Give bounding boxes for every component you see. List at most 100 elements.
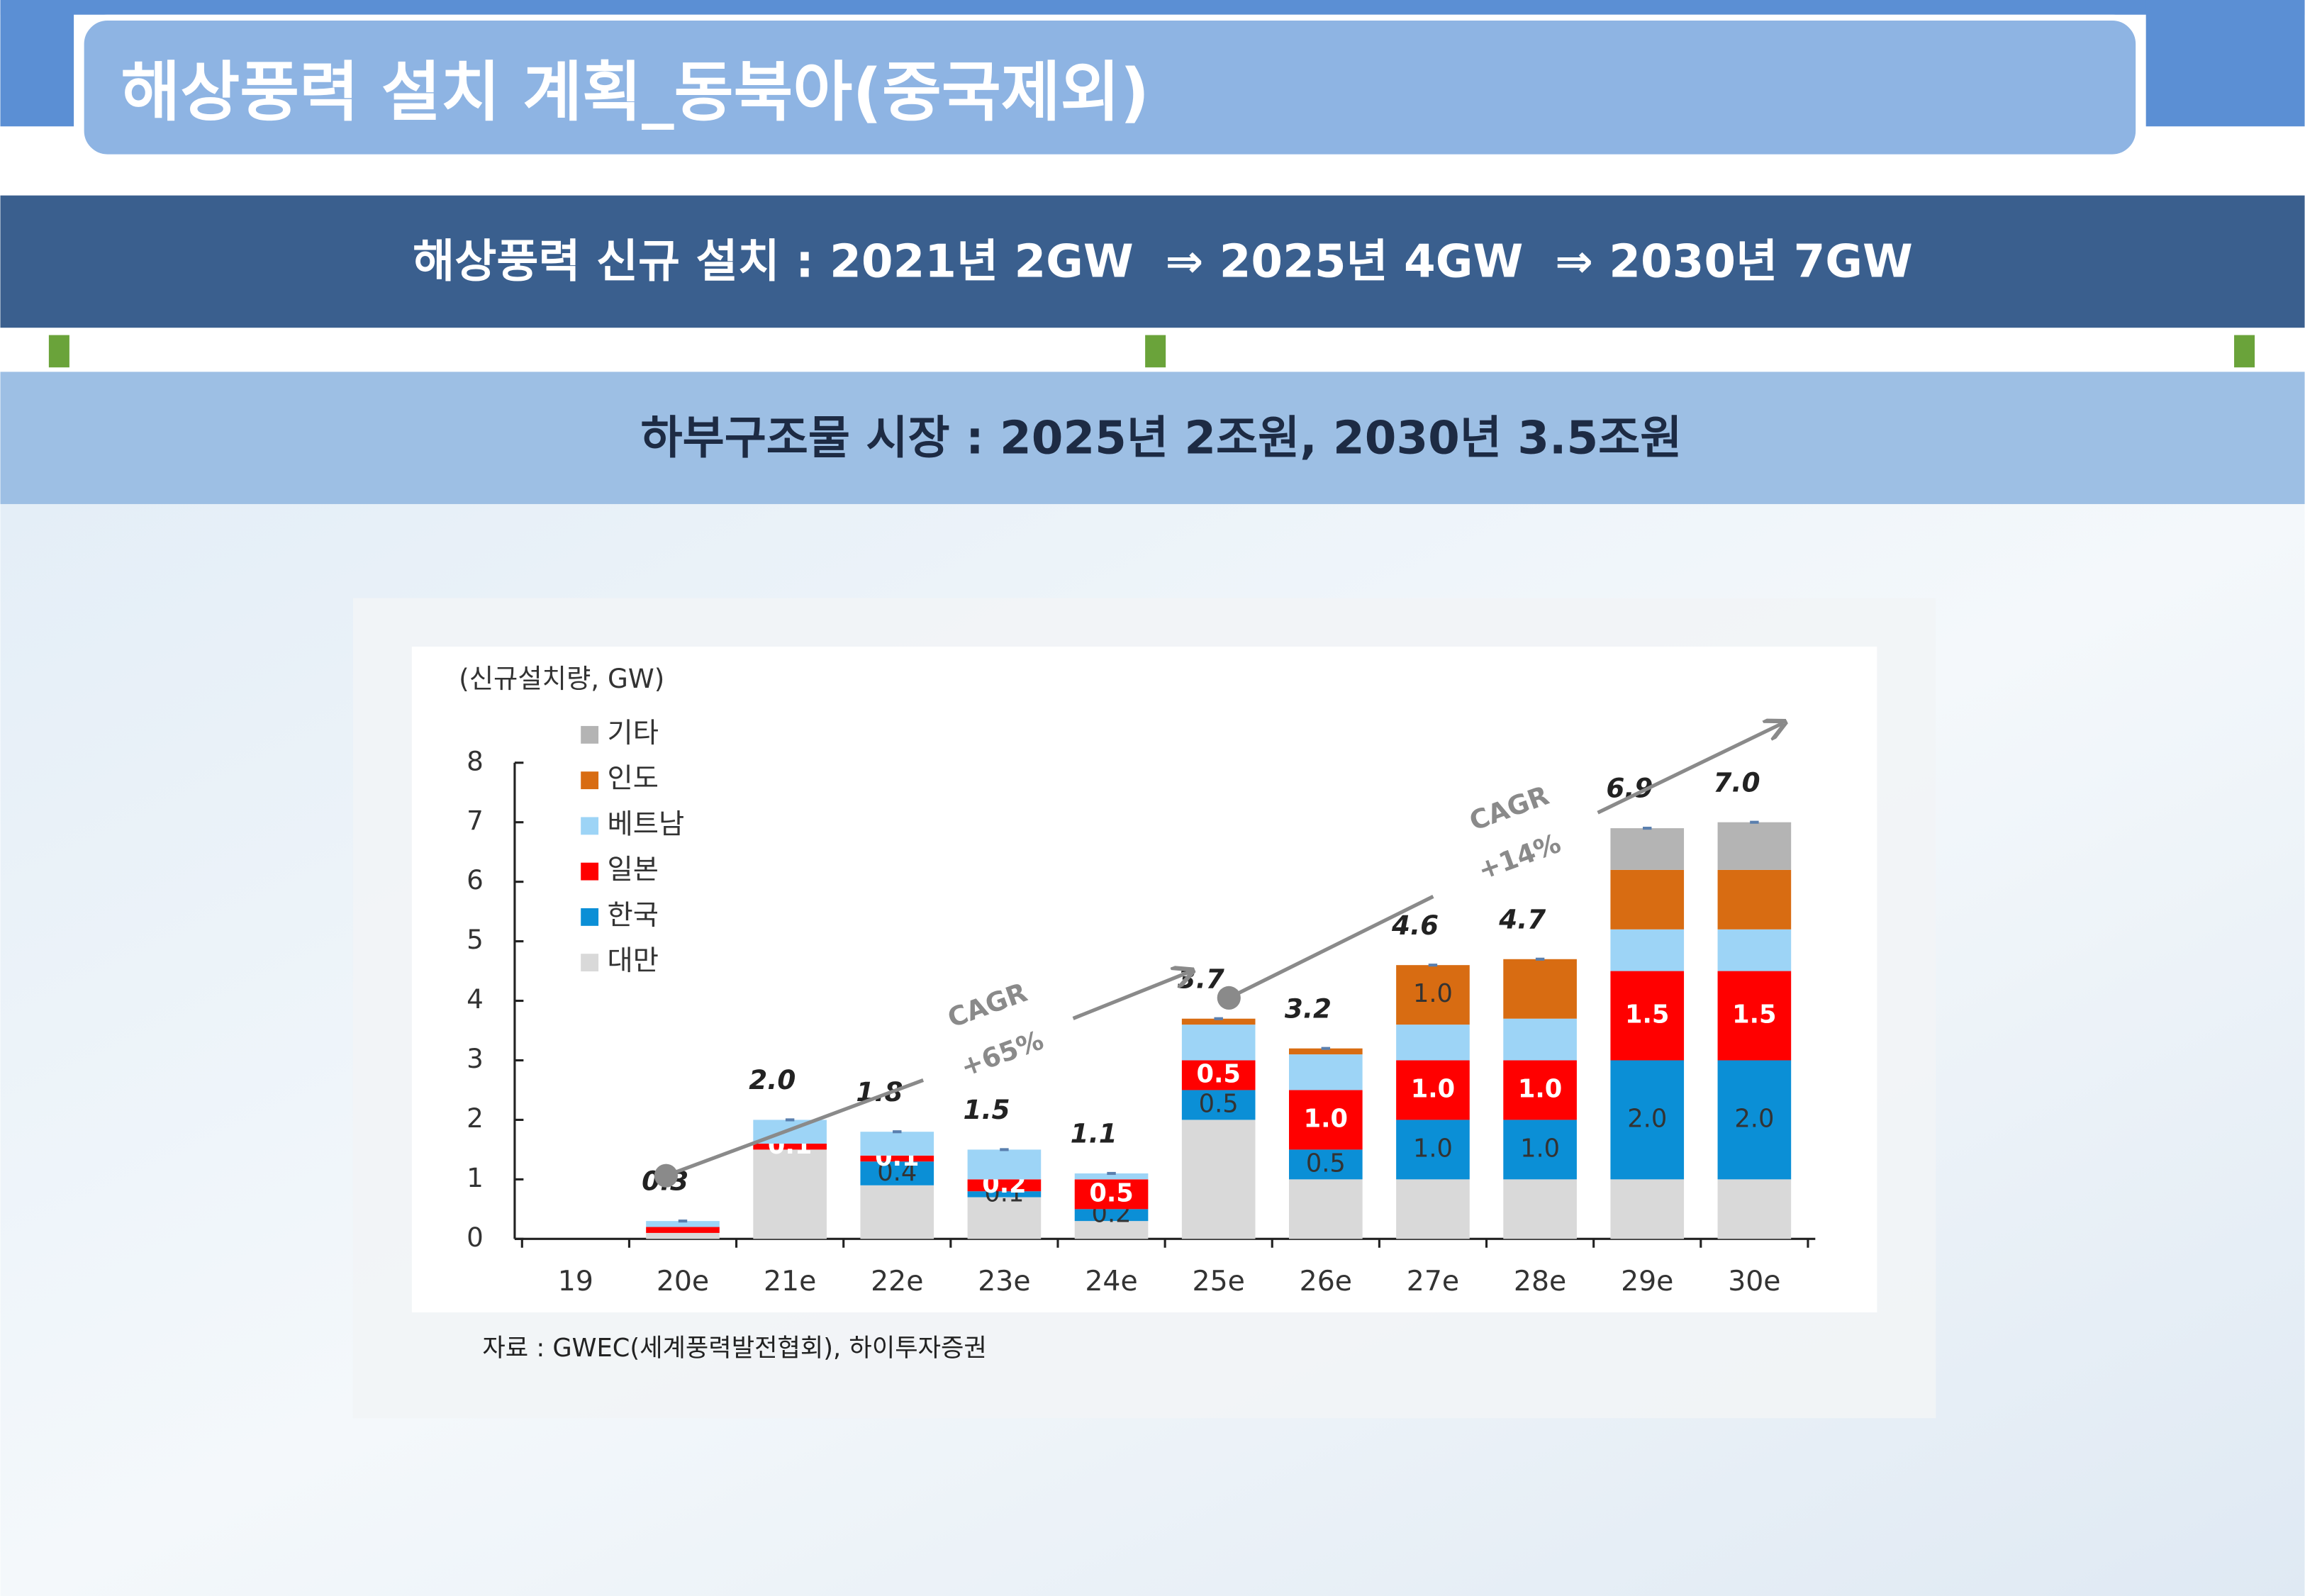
bar-segment — [1289, 1048, 1363, 1055]
bar-segment — [1396, 1025, 1470, 1061]
x-tick-label: 24e — [1085, 1265, 1137, 1298]
marker — [48, 335, 69, 368]
y-tick-label: 1 — [467, 1162, 484, 1193]
y-tick-label: 7 — [467, 805, 484, 836]
bar-segment — [646, 1227, 720, 1233]
data-label: 1.0 — [1304, 1104, 1348, 1133]
bar-segment — [1717, 929, 1792, 971]
data-label: 1.0 — [1518, 1074, 1562, 1103]
y-tick-label: 5 — [467, 924, 484, 955]
total-label: 3.7 — [1178, 963, 1224, 994]
bar-segment — [1289, 1149, 1363, 1180]
bar-segment — [1717, 822, 1792, 870]
bar-segment — [860, 1155, 934, 1162]
x-tick-label: 27e — [1407, 1265, 1459, 1298]
legend-label: 인도 — [608, 762, 659, 795]
bar-segment — [1289, 1090, 1363, 1150]
total-label: 4.7 — [1498, 903, 1546, 934]
bar-segment — [1396, 1060, 1470, 1120]
bar-segment — [1289, 1179, 1363, 1239]
bar-segment — [1610, 1179, 1685, 1239]
bar-segment — [967, 1197, 1042, 1239]
y-tick-label: 6 — [467, 864, 484, 895]
bar-segment — [1181, 1120, 1256, 1239]
legend-label: 대만 — [608, 944, 659, 977]
data-label: 1.5 — [1732, 1000, 1776, 1029]
subbanner-text: 하부구조물 시장 : 2025년 2조원, 2030년 3.5조원 — [640, 411, 1682, 464]
bar-segment — [646, 1232, 720, 1239]
y-tick-label: 0 — [467, 1222, 484, 1253]
bar-segment — [1074, 1209, 1149, 1222]
data-label: 1.5 — [1625, 1000, 1669, 1029]
legend-swatch — [581, 817, 599, 835]
total-label: 2.0 — [749, 1064, 796, 1095]
cagr-dot — [1217, 986, 1241, 1010]
x-tick-label: 21e — [764, 1265, 816, 1298]
total-label: 3.2 — [1285, 993, 1332, 1024]
x-tick-label: 19 — [558, 1265, 593, 1298]
bar-segment — [1717, 1179, 1792, 1239]
data-label: 2.0 — [1627, 1104, 1667, 1133]
data-label: 1.0 — [1520, 1134, 1560, 1163]
y-tick-label: 3 — [467, 1043, 484, 1074]
plot: 0123456781920e0.321e0.12.022e0.40.11.823… — [467, 717, 1816, 1298]
bar-segment — [1074, 1221, 1149, 1239]
bar-segment — [1074, 1173, 1149, 1180]
data-label: 0.5 — [1306, 1149, 1346, 1178]
data-label: 1.0 — [1411, 1074, 1455, 1103]
bar-segment — [967, 1149, 1042, 1180]
bar-segment — [1181, 1018, 1256, 1025]
x-tick-label: 20e — [657, 1265, 709, 1298]
slide-title: 해상풍력 설치 계획_동북아(중국제외) — [121, 55, 1149, 130]
x-tick-label: 29e — [1621, 1265, 1673, 1298]
legend-swatch — [581, 725, 599, 744]
source: 자료 : GWEC(세계풍력발전협회), 하이투자증권 — [482, 1334, 987, 1363]
bar-segment — [1610, 1060, 1685, 1180]
bar-segment — [967, 1179, 1042, 1192]
bar-segment — [1396, 1179, 1470, 1239]
data-label: 0.5 — [1196, 1059, 1240, 1088]
bar-segment — [1717, 869, 1792, 930]
legend-swatch — [581, 771, 599, 790]
bar-segment — [1181, 1090, 1256, 1120]
data-label: 0.5 — [1199, 1089, 1239, 1118]
bar-segment — [1181, 1025, 1256, 1061]
bar-segment — [1396, 965, 1470, 1025]
bar-segment — [1074, 1179, 1149, 1210]
x-tick-label: 25e — [1193, 1265, 1245, 1298]
marker — [1145, 335, 1166, 368]
bar-segment — [753, 1149, 827, 1239]
bar-segment — [1503, 1060, 1577, 1120]
bar-segment — [1717, 971, 1792, 1061]
x-tick-label: 30e — [1728, 1265, 1780, 1298]
x-tick-label: 28e — [1514, 1265, 1566, 1298]
y-tick-label: 2 — [467, 1103, 484, 1134]
legend-swatch — [581, 908, 599, 926]
bar-segment — [1503, 1018, 1577, 1061]
bar-segment — [1503, 959, 1577, 1019]
x-tick-label: 26e — [1300, 1265, 1352, 1298]
data-label: 0.4 — [877, 1158, 917, 1187]
bar-segment — [967, 1191, 1042, 1198]
data-label: 1.0 — [1413, 979, 1453, 1008]
bar-segment — [860, 1161, 934, 1185]
total-label: 1.1 — [1071, 1118, 1117, 1149]
banner — [0, 195, 2305, 328]
bar-segment — [1610, 869, 1685, 930]
bar-segment — [860, 1132, 934, 1156]
corner-left — [0, 0, 74, 127]
total-label: 1.5 — [964, 1094, 1010, 1125]
bar-segment — [646, 1221, 720, 1227]
legend-label: 기타 — [608, 717, 659, 749]
title-box — [78, 14, 2142, 160]
subbanner — [0, 372, 2305, 504]
banner-text: 해상풍력 신규 설치 : 2021년 2GW ⇒ 2025년 4GW ⇒ 203… — [413, 235, 1913, 289]
bar-segment — [753, 1144, 827, 1150]
legend-label: 한국 — [608, 899, 659, 932]
bar-segment — [1610, 828, 1685, 870]
legend-swatch — [581, 862, 599, 881]
top-strip — [0, 0, 2305, 15]
bar-segment — [1717, 1060, 1792, 1180]
marker — [2234, 335, 2255, 368]
